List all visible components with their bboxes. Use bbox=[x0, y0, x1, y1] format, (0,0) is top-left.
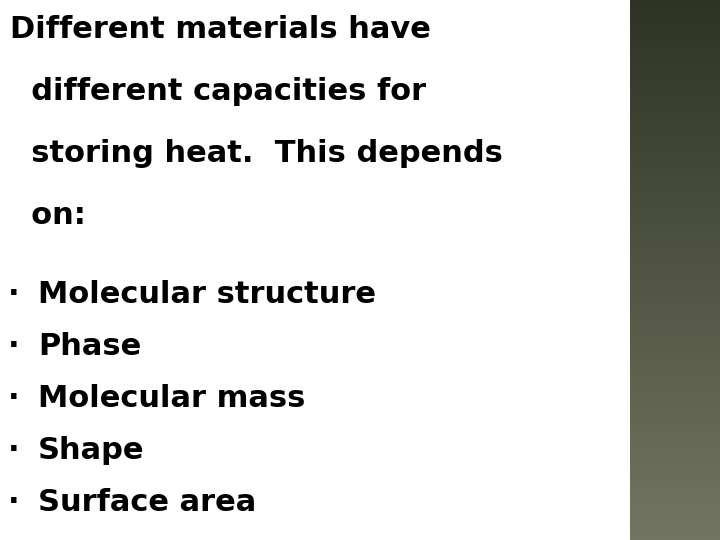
Text: Molecular mass: Molecular mass bbox=[38, 384, 305, 413]
Text: ·: · bbox=[8, 436, 19, 465]
Text: Shape: Shape bbox=[38, 436, 145, 465]
Text: different capacities for: different capacities for bbox=[10, 77, 426, 106]
Text: Molecular structure: Molecular structure bbox=[38, 280, 376, 309]
Text: Different materials have: Different materials have bbox=[10, 15, 431, 44]
Text: ·: · bbox=[8, 488, 19, 517]
Text: Surface area: Surface area bbox=[38, 488, 256, 517]
Text: on:: on: bbox=[10, 201, 86, 230]
Text: ·: · bbox=[8, 384, 19, 413]
Text: storing heat.  This depends: storing heat. This depends bbox=[10, 139, 503, 168]
Text: Phase: Phase bbox=[38, 332, 141, 361]
Text: ·: · bbox=[8, 332, 19, 361]
Text: ·: · bbox=[8, 280, 19, 309]
